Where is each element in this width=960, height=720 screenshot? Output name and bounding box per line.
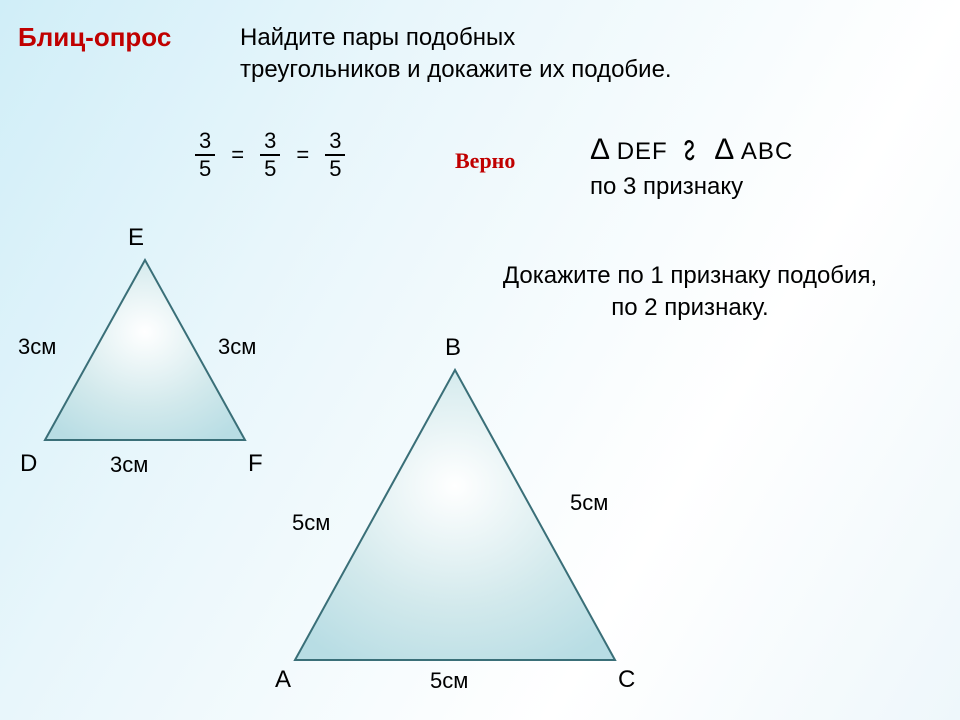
extra-task-line2: по 2 признаку. <box>430 292 950 324</box>
triangle-name-abc: ABC <box>741 138 793 165</box>
quiz-title: Блиц-опрос <box>18 22 171 53</box>
vertex-a-label: A <box>275 666 291 694</box>
correct-label: Верно <box>455 148 515 174</box>
vertex-b-label: B <box>445 334 461 362</box>
delta-1: Δ <box>590 133 610 166</box>
side-ef-label: 3см <box>218 334 256 360</box>
delta-2: Δ <box>714 133 734 166</box>
frac3-den: 5 <box>325 154 345 180</box>
side-ac-label: 5см <box>430 668 468 694</box>
frac2-den: 5 <box>260 154 280 180</box>
vertex-e-label: E <box>128 224 144 252</box>
similar-icon: ∾ <box>669 138 710 163</box>
extra-task: Докажите по 1 признаку подобия, по 2 при… <box>430 260 950 325</box>
fraction-2: 3 5 <box>260 130 280 180</box>
task-line1: Найдите пары подобных <box>240 22 672 54</box>
vertex-c-label: C <box>618 666 635 694</box>
fraction-3: 3 5 <box>325 130 345 180</box>
side-de-label: 3см <box>18 334 56 360</box>
task-text: Найдите пары подобных треугольников и до… <box>240 22 672 87</box>
extra-task-line1: Докажите по 1 признаку подобия, <box>430 260 950 292</box>
frac2-num: 3 <box>260 130 280 154</box>
equals-2: = <box>296 142 309 168</box>
fraction-1: 3 5 <box>195 130 215 180</box>
frac1-num: 3 <box>195 130 215 154</box>
vertex-d-label: D <box>20 450 37 478</box>
side-ab-label: 5см <box>292 510 330 536</box>
side-bc-label: 5см <box>570 490 608 516</box>
similarity-line1: Δ DEF ∾ Δ ABC <box>590 130 793 171</box>
frac1-den: 5 <box>195 154 215 180</box>
side-df-label: 3см <box>110 452 148 478</box>
vertex-f-label: F <box>248 450 263 478</box>
frac3-num: 3 <box>325 130 345 154</box>
triangle-abc-group <box>285 360 625 675</box>
similarity-criterion: по 3 признаку <box>590 171 793 203</box>
equals-1: = <box>231 142 244 168</box>
ratio-row: 3 5 = 3 5 = 3 5 <box>195 130 345 180</box>
task-line2: треугольников и докажите их подобие. <box>240 54 672 86</box>
similarity-statement: Δ DEF ∾ Δ ABC по 3 признаку <box>590 130 793 203</box>
triangle-name-def: DEF <box>617 138 668 165</box>
